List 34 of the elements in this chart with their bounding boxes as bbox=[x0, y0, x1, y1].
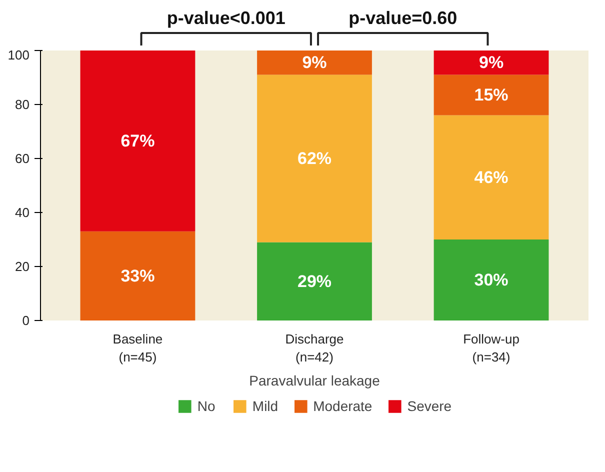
bar bbox=[257, 74, 372, 242]
y-tick-label: 100 bbox=[8, 48, 30, 62]
data-label: 15% bbox=[474, 86, 508, 105]
bar bbox=[434, 115, 549, 240]
bar bbox=[80, 50, 196, 232]
text: p-value=0.60 bbox=[348, 8, 458, 28]
bar bbox=[80, 231, 196, 320]
legend-label: No bbox=[197, 398, 216, 414]
x-tick-label: Baseline (n=45) bbox=[112, 332, 163, 364]
data-label: 30% bbox=[474, 270, 508, 290]
data-label: 9% bbox=[478, 53, 504, 72]
y-tick-label: 80 bbox=[15, 97, 30, 112]
y-tick-label: 60 bbox=[15, 151, 30, 166]
x-tick-label: Follow-up (n=34) bbox=[463, 332, 520, 364]
x-axis-title: Paravalvular leakage bbox=[249, 372, 380, 388]
data-label: 33% bbox=[120, 266, 155, 286]
bar bbox=[257, 242, 372, 320]
bar bbox=[434, 74, 549, 116]
x-tick-label: Discharge (n=42) bbox=[285, 332, 344, 364]
data-label: 46% bbox=[474, 168, 508, 187]
y-tick-label: 0 bbox=[22, 313, 30, 328]
legend-label: Severe bbox=[407, 398, 452, 414]
y-tick-label: 40 bbox=[15, 205, 30, 220]
legend-label: Mild bbox=[252, 398, 278, 414]
legend-label: Moderate bbox=[313, 398, 372, 414]
data-label: 9% bbox=[302, 53, 327, 72]
text: p-value<0.001 bbox=[166, 8, 286, 28]
y-tick-label: 20 bbox=[15, 259, 30, 274]
bar bbox=[434, 50, 549, 75]
data-label: 29% bbox=[297, 272, 332, 291]
data-label: 62% bbox=[297, 149, 332, 168]
bar bbox=[434, 240, 549, 320]
data-label: 67% bbox=[120, 131, 155, 150]
bar bbox=[257, 50, 372, 75]
